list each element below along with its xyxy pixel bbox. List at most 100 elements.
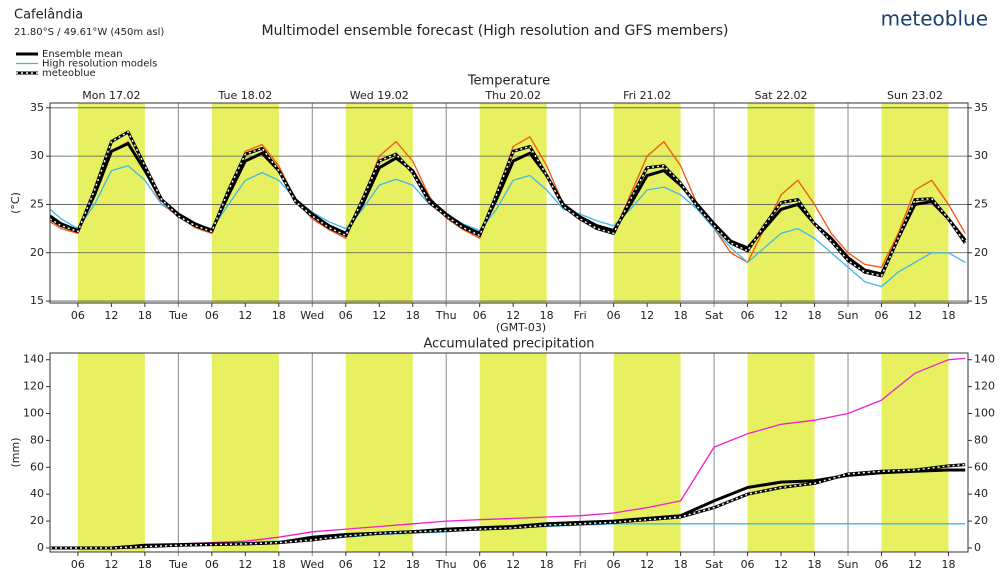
series-group <box>50 130 967 288</box>
x-tick-label: 12 <box>506 309 520 322</box>
y2-tick-label: 100 <box>974 407 995 420</box>
x-tick-label: 18 <box>540 558 554 571</box>
chart-title: Temperature <box>467 74 550 89</box>
day-label: Wed 19.02 <box>350 89 409 102</box>
x-tick-label: 18 <box>941 558 955 571</box>
y2-tick-label: 40 <box>974 487 988 500</box>
location: Cafelândia <box>14 8 83 23</box>
daylight-band <box>613 103 681 303</box>
x-tick-label: 18 <box>808 558 822 571</box>
chart-title: Accumulated precipitation <box>423 337 594 352</box>
legend-label: meteoblue <box>42 68 96 79</box>
x-tick-label: 18 <box>272 558 286 571</box>
day-label: Sat 22.02 <box>755 89 808 102</box>
x-tick-label: 06 <box>607 309 621 322</box>
day-label: Tue 18.02 <box>217 89 272 102</box>
y2-tick-label: 0 <box>974 541 981 554</box>
page-title: Multimodel ensemble forecast (High resol… <box>262 23 729 39</box>
y2-tick-label: 80 <box>974 433 988 446</box>
y-tick-label: 20 <box>30 514 44 527</box>
x-tick-label: 06 <box>875 558 889 571</box>
y-tick-label: 100 <box>23 407 44 420</box>
x-tick-label: 06 <box>473 309 487 322</box>
y-tick-label: 80 <box>30 433 44 446</box>
x-tick-label: 12 <box>640 558 654 571</box>
y-tick-label: 25 <box>30 197 44 210</box>
x-tick-label: 18 <box>406 309 420 322</box>
day-label: Sun 23.02 <box>887 89 943 102</box>
y-tick-label: 0 <box>37 541 44 554</box>
y2-tick-label: 120 <box>974 380 995 393</box>
y2-tick-label: 30 <box>974 149 988 162</box>
plot-frame <box>49 102 969 304</box>
x-tick-label: 06 <box>205 558 219 571</box>
x-tick-label: 18 <box>272 309 286 322</box>
daylight-band <box>479 353 547 552</box>
y-tick-label: 140 <box>23 353 44 366</box>
x-tick-label: 12 <box>774 558 788 571</box>
x-tick-label: 12 <box>506 558 520 571</box>
x-tick-label: 06 <box>875 309 889 322</box>
daylight-band <box>77 353 145 552</box>
x-tick-label: 12 <box>372 309 386 322</box>
x-tick-label: 18 <box>138 558 152 571</box>
y-tick-label: 120 <box>23 380 44 393</box>
legend-label: High resolution models <box>42 59 157 70</box>
x-tick-label: Thu <box>435 558 457 571</box>
day-label: Thu 20.02 <box>484 89 541 102</box>
y2-tick-label: 35 <box>974 101 988 114</box>
x-tick-label: 12 <box>238 558 252 571</box>
y-axis-label: (mm) <box>9 437 22 467</box>
y2-tick-label: 140 <box>974 353 995 366</box>
x-tick-label: Wed <box>300 558 324 571</box>
daylight-band <box>345 103 413 303</box>
y2-tick-label: 60 <box>974 460 988 473</box>
x-tick-label: 12 <box>908 309 922 322</box>
x-tick-label: Wed <box>300 309 324 322</box>
x-tick-label: 18 <box>674 309 688 322</box>
y2-tick-label: 25 <box>974 197 988 210</box>
x-tick-label: Tue <box>168 558 188 571</box>
daylight-band <box>345 353 413 552</box>
x-tick-label: 06 <box>741 558 755 571</box>
plot-frame <box>49 352 969 553</box>
y-tick-label: 35 <box>30 101 44 114</box>
brand: meteoblue <box>881 7 988 31</box>
x-tick-label: 18 <box>406 558 420 571</box>
x-tick-label: 18 <box>941 309 955 322</box>
coordinates: 21.80°S / 49.61°W (450m asl) <box>14 27 164 38</box>
x-tick-label: Fri <box>574 558 587 571</box>
legend-label: Ensemble mean <box>42 49 123 60</box>
x-tick-label: 12 <box>640 309 654 322</box>
x-tick-label: 06 <box>71 558 85 571</box>
y-tick-label: 60 <box>30 460 44 473</box>
chart: Temperature (°C) (GMT-03) 15 15 20 20 25 25 30 30 3… <box>9 74 988 335</box>
x-axis-label: (GMT-03) <box>496 321 546 334</box>
x-tick-label: Sun <box>838 558 859 571</box>
x-tick-label: 12 <box>372 558 386 571</box>
x-tick-label: 18 <box>808 309 822 322</box>
x-tick-label: Tue <box>168 309 188 322</box>
x-tick-label: 12 <box>908 558 922 571</box>
chart: Accumulated precipitation (mm) 0 0 20 20 40 40 6… <box>9 337 995 572</box>
y-tick-label: 15 <box>30 294 44 307</box>
day-label: Fri 21.02 <box>623 89 671 102</box>
x-tick-label: 06 <box>71 309 85 322</box>
y-tick-label: 30 <box>30 149 44 162</box>
x-tick-label: Sat <box>705 558 724 571</box>
x-tick-label: 06 <box>339 558 353 571</box>
x-tick-label: 18 <box>540 309 554 322</box>
x-tick-label: 06 <box>205 309 219 322</box>
x-tick-label: 12 <box>774 309 788 322</box>
x-tick-label: 06 <box>473 558 487 571</box>
x-tick-label: 06 <box>339 309 353 322</box>
x-tick-label: 12 <box>238 309 252 322</box>
x-tick-label: 06 <box>607 558 621 571</box>
x-tick-label: Thu <box>435 309 457 322</box>
series-group <box>50 357 966 550</box>
y-tick-label: 40 <box>30 487 44 500</box>
x-tick-label: Sat <box>705 309 724 322</box>
y2-tick-label: 20 <box>974 514 988 527</box>
